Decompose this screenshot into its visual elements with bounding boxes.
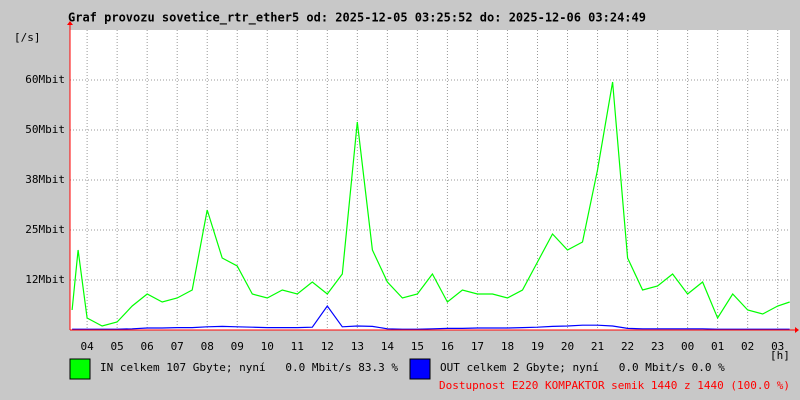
annotation: Dostupnost E220 KOMPAKTOR semik 1440 z 1… xyxy=(439,379,790,392)
x-tick-label: 05 xyxy=(111,340,124,353)
chart-title: Graf provozu sovetice_rtr_ether5 od: 202… xyxy=(68,11,646,26)
x-tick-label: 02 xyxy=(741,340,754,353)
y-axis-label: [/s] xyxy=(14,31,41,44)
x-tick-label: 04 xyxy=(80,340,94,353)
x-tick-label: 14 xyxy=(381,340,395,353)
series-line xyxy=(72,304,790,330)
y-tick-label: 25Mbit xyxy=(25,223,65,236)
x-tick-label: 15 xyxy=(411,340,424,353)
y-tick-label: 12Mbit xyxy=(25,273,65,286)
x-tick-label: 21 xyxy=(591,340,604,353)
y-arrow xyxy=(67,21,73,25)
y-tick-label: 60Mbit xyxy=(25,73,65,86)
y-tick-label: 38Mbit xyxy=(25,173,65,186)
legend: IN celkem 107 Gbyte; nyní 0.0 Mbit/s 83.… xyxy=(69,358,725,380)
x-tick-label: 16 xyxy=(441,340,454,353)
x-tick-label: 20 xyxy=(561,340,574,353)
legend-label: IN celkem 107 Gbyte; nyní 0.0 Mbit/s 83.… xyxy=(100,361,398,374)
series-line xyxy=(71,81,790,327)
x-tick-label: 06 xyxy=(141,340,154,353)
x-tick-label: 07 xyxy=(171,340,184,353)
legend-swatch xyxy=(409,358,431,380)
legend-label: OUT celkem 2 Gbyte; nyní 0.0 Mbit/s 0.0 … xyxy=(440,361,725,374)
x-tick-label: 13 xyxy=(351,340,364,353)
x-tick-label: 19 xyxy=(531,340,544,353)
x-axis-label: [h] xyxy=(770,349,790,362)
x-tick-label: 01 xyxy=(711,340,724,353)
grid xyxy=(70,30,790,330)
x-tick-label: 00 xyxy=(681,340,694,353)
x-tick-label: 03 xyxy=(771,340,784,353)
marks xyxy=(71,81,790,330)
x-tick-label: 11 xyxy=(291,340,304,353)
x-tick-label: 23 xyxy=(651,340,664,353)
x-tick-label: 22 xyxy=(621,340,634,353)
x-tick-label: 18 xyxy=(501,340,514,353)
x-tick-label: 10 xyxy=(261,340,274,353)
x-arrow xyxy=(795,327,799,333)
x-tick-label: 17 xyxy=(471,340,484,353)
x-tick-label: 12 xyxy=(321,340,334,353)
x-tick-label: 09 xyxy=(231,340,244,353)
legend-swatch xyxy=(69,358,91,380)
y-tick-label: 50Mbit xyxy=(25,123,65,136)
x-tick-label: 08 xyxy=(201,340,214,353)
